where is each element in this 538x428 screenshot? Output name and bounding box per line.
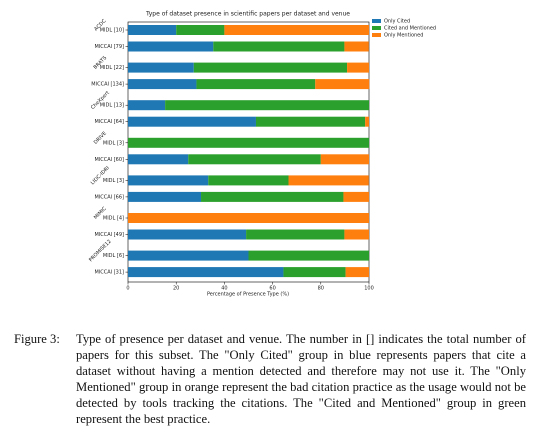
legend-label: Cited and Mentioned bbox=[384, 26, 436, 32]
x-tick-label: 20 bbox=[173, 286, 179, 292]
bar-segment bbox=[128, 137, 369, 148]
bar-segment bbox=[165, 100, 369, 111]
y-tick-label: MIDL [22] bbox=[100, 65, 124, 71]
bar-segment bbox=[188, 154, 321, 165]
x-tick-label: 60 bbox=[269, 286, 275, 292]
y-tick-label: MIDL [13] bbox=[100, 103, 124, 109]
bar-segment bbox=[196, 79, 316, 90]
bar-segment bbox=[128, 267, 284, 278]
bar-segment bbox=[128, 213, 369, 223]
y-tick-label: MICCAI [49] bbox=[94, 232, 124, 238]
bar-segment bbox=[344, 41, 369, 52]
legend-swatch bbox=[372, 19, 381, 23]
y-tick-label: MIDL [4] bbox=[103, 216, 124, 222]
bar-segment bbox=[128, 250, 249, 261]
bar-segment bbox=[347, 62, 369, 73]
bar-segment bbox=[288, 175, 369, 186]
bar-segment bbox=[320, 154, 369, 165]
caption: Figure 3: Type of presence per dataset an… bbox=[14, 331, 526, 427]
bar-segment bbox=[128, 154, 189, 165]
bar-segment bbox=[128, 175, 209, 186]
bar-segment bbox=[315, 79, 370, 90]
bar-segment bbox=[213, 41, 345, 52]
x-tick-label: 100 bbox=[364, 286, 374, 292]
legend-swatch bbox=[372, 33, 381, 37]
x-tick-label: 40 bbox=[221, 286, 227, 292]
caption-label: Figure 3: bbox=[14, 332, 60, 346]
y-tick-label: MIDL [6] bbox=[103, 253, 124, 259]
y-tick-label: MICCAI [79] bbox=[94, 44, 124, 50]
bar-segment bbox=[343, 191, 369, 202]
x-tick-label: 80 bbox=[318, 286, 324, 292]
y-tick-label: MIDL [3] bbox=[103, 140, 124, 146]
bar-segment bbox=[224, 25, 369, 35]
bar-segment bbox=[128, 191, 202, 202]
bar-segment bbox=[128, 62, 194, 73]
chart: Type of dataset presence in scientific p… bbox=[88, 11, 436, 298]
plot-frame bbox=[127, 21, 370, 283]
x-tick-label: 0 bbox=[126, 286, 129, 292]
bar-segment bbox=[208, 175, 289, 186]
bar-segment bbox=[246, 229, 345, 240]
y-tick-label: MICCAI [134] bbox=[91, 82, 124, 88]
caption-text: Type of presence per dataset and venue. … bbox=[76, 332, 526, 426]
y-tick-label: MICCAI [66] bbox=[94, 194, 124, 200]
bar-segment bbox=[344, 229, 369, 240]
bar-segment bbox=[345, 267, 369, 278]
group-label: PROMISE12 bbox=[88, 239, 113, 264]
y-tick-label: MIDL [3] bbox=[103, 178, 124, 184]
bar-segment bbox=[128, 25, 177, 35]
bar-segment bbox=[128, 79, 197, 90]
bar-segment bbox=[176, 25, 225, 35]
legend-label: Only Cited bbox=[384, 19, 410, 25]
chart-title: Type of dataset presence in scientific p… bbox=[145, 11, 350, 18]
bar-segment bbox=[128, 116, 256, 127]
bar-segment bbox=[128, 229, 247, 240]
y-tick-label: MICCAI [64] bbox=[94, 119, 124, 125]
bar-segment bbox=[128, 41, 214, 52]
legend-swatch bbox=[372, 26, 381, 30]
y-tick-label: MIDL [10] bbox=[100, 28, 124, 34]
y-tick-label: MICCAI [31] bbox=[94, 270, 124, 276]
bar-segment bbox=[201, 191, 344, 202]
bar-segment bbox=[283, 267, 346, 278]
x-axis-label: Percentage of Presence Type (%) bbox=[207, 292, 289, 298]
bar-segment bbox=[128, 100, 166, 111]
y-tick-label: MICCAI [60] bbox=[94, 157, 124, 163]
bar-segment bbox=[365, 116, 369, 127]
legend-label: Only Mentioned bbox=[384, 33, 423, 39]
bar-segment bbox=[255, 116, 366, 127]
bar-segment bbox=[248, 250, 369, 261]
bar-segment bbox=[193, 62, 348, 73]
